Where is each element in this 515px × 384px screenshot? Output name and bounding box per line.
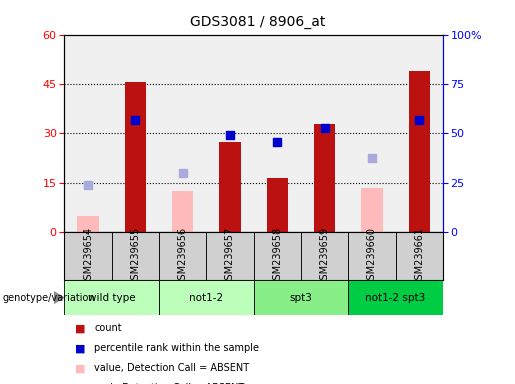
- Bar: [77, 216, 99, 232]
- Text: GSM239658: GSM239658: [272, 227, 282, 286]
- Text: GSM239654: GSM239654: [83, 227, 93, 286]
- Bar: [362, 188, 383, 232]
- Bar: [64, 280, 159, 315]
- Bar: [112, 232, 159, 280]
- Text: rank, Detection Call = ABSENT: rank, Detection Call = ABSENT: [94, 383, 245, 384]
- Bar: [348, 280, 443, 315]
- Text: percentile rank within the sample: percentile rank within the sample: [94, 343, 259, 353]
- Text: wild type: wild type: [88, 293, 135, 303]
- Text: count: count: [94, 323, 122, 333]
- Bar: [172, 191, 193, 232]
- Point: [179, 170, 187, 176]
- Text: GSM239655: GSM239655: [130, 227, 141, 286]
- Text: ■: ■: [75, 343, 85, 353]
- Bar: [267, 178, 288, 232]
- Text: ■: ■: [75, 383, 85, 384]
- Point: [415, 117, 423, 123]
- Bar: [159, 232, 207, 280]
- Point: [84, 182, 92, 188]
- Point: [368, 155, 376, 161]
- Text: not1-2 spt3: not1-2 spt3: [366, 293, 426, 303]
- Text: GSM239657: GSM239657: [225, 227, 235, 286]
- Bar: [253, 280, 348, 315]
- Bar: [64, 232, 112, 280]
- Point: [273, 139, 281, 145]
- Polygon shape: [54, 292, 64, 303]
- Bar: [159, 280, 253, 315]
- Text: ■: ■: [75, 363, 85, 373]
- Bar: [408, 71, 430, 232]
- Bar: [253, 232, 301, 280]
- Text: not1-2: not1-2: [189, 293, 224, 303]
- Text: ■: ■: [75, 323, 85, 333]
- Text: GSM239660: GSM239660: [367, 227, 377, 286]
- Text: GSM239656: GSM239656: [178, 227, 187, 286]
- Bar: [314, 124, 335, 232]
- Point: [131, 117, 140, 123]
- Text: GSM239659: GSM239659: [320, 227, 330, 286]
- Bar: [396, 232, 443, 280]
- Text: GDS3081 / 8906_at: GDS3081 / 8906_at: [190, 15, 325, 29]
- Bar: [219, 142, 241, 232]
- Text: genotype/variation: genotype/variation: [3, 293, 95, 303]
- Text: spt3: spt3: [289, 293, 313, 303]
- Bar: [207, 232, 253, 280]
- Bar: [348, 232, 396, 280]
- Text: value, Detection Call = ABSENT: value, Detection Call = ABSENT: [94, 363, 249, 373]
- Text: GSM239661: GSM239661: [414, 227, 424, 286]
- Point: [320, 126, 329, 132]
- Point: [226, 132, 234, 138]
- Bar: [301, 232, 348, 280]
- Bar: [125, 82, 146, 232]
